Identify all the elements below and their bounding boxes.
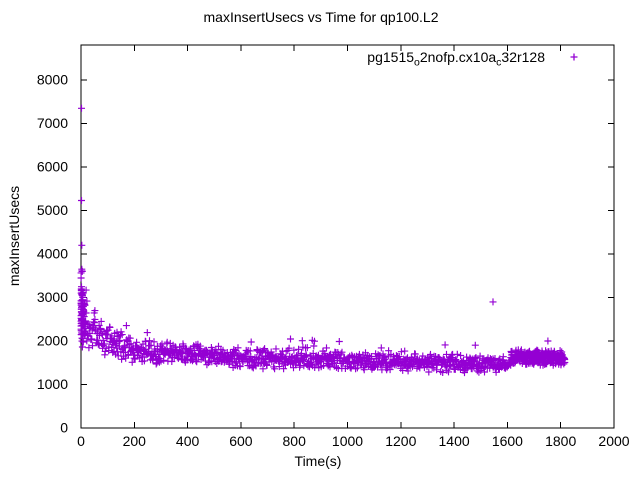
x-tick-label: 400 [176,433,200,449]
x-tick-label: 1000 [332,433,363,449]
legend-label-part: 32r128 [501,49,545,65]
y-tick-label: 8000 [37,72,68,88]
y-tick-label: 6000 [37,159,68,175]
plot-border [80,44,615,429]
legend-plus-marker [570,53,578,61]
x-tick-label: 1600 [492,433,523,449]
x-tick-label: 1800 [545,433,576,449]
y-axis-label: maxInsertUsecs [6,186,22,286]
x-tick-label: 200 [123,433,147,449]
y-tick-label: 1000 [37,376,68,392]
x-tick-label: 1400 [439,433,470,449]
y-tick-label: 3000 [37,289,68,305]
scatter-points [77,104,569,377]
y-tick-label: 0 [60,420,68,436]
x-axis-ticks: 0 200 400 600 800 1000 1200 1400 1600 1800 2000 [77,45,630,449]
y-axis-ticks: 0 1000 2000 3000 4000 5000 6000 7000 8000 [37,72,614,436]
x-tick-label: 2000 [598,433,629,449]
legend-label-subscript: c [496,57,501,69]
y-tick-label: 7000 [37,115,68,131]
legend-label-subscript: o [414,57,420,69]
x-axis-label: Time(s) [295,453,342,469]
chart-title: maxInsertUsecs vs Time for qp100.L2 [204,9,439,25]
x-tick-label: 1200 [385,433,416,449]
legend-label-part: 2nofp.cx10a [420,49,496,65]
legend-label: pg1515o2nofp.cx10ac32r128 [367,49,545,69]
y-tick-label: 5000 [37,202,68,218]
y-tick-label: 4000 [37,246,68,262]
legend: pg1515o2nofp.cx10ac32r128 [367,49,578,69]
x-tick-label: 0 [77,433,85,449]
y-tick-label: 2000 [37,333,68,349]
x-tick-label: 600 [229,433,253,449]
x-tick-label: 800 [283,433,307,449]
legend-label-part: pg1515 [367,49,414,65]
